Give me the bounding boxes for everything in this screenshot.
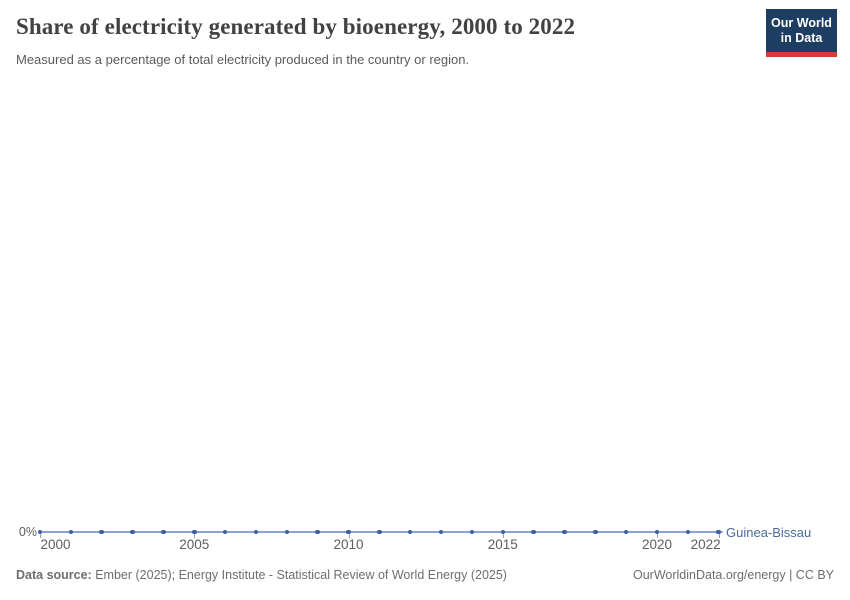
owid-logo-line1: Our World — [771, 15, 832, 30]
data-point[interactable] — [130, 529, 135, 535]
chart-footer: Data source: Ember (2025); Energy Instit… — [16, 568, 834, 582]
x-axis-tick — [502, 534, 504, 538]
data-point[interactable] — [716, 529, 721, 535]
x-axis-label: 2015 — [487, 537, 518, 552]
x-axis-label: 2020 — [641, 537, 673, 552]
series-label-guinea-bissau[interactable]: Guinea-Bissau — [726, 525, 812, 540]
data-point[interactable] — [161, 529, 166, 535]
data-point[interactable] — [377, 529, 382, 535]
data-point[interactable] — [68, 529, 74, 535]
data-point[interactable] — [346, 529, 351, 535]
data-point[interactable] — [500, 529, 505, 535]
owid-logo-line2: in Data — [780, 30, 823, 45]
data-source-label: Data source: — [16, 568, 92, 582]
data-point[interactable] — [623, 529, 629, 535]
data-point[interactable] — [407, 529, 413, 535]
data-point[interactable] — [469, 529, 475, 535]
data-point[interactable] — [531, 529, 536, 535]
data-point[interactable] — [438, 529, 444, 535]
x-axis-label: 2005 — [179, 537, 210, 552]
data-point[interactable] — [284, 529, 290, 535]
data-point[interactable] — [37, 529, 43, 535]
data-point[interactable] — [654, 529, 660, 535]
data-point[interactable] — [685, 529, 691, 535]
x-axis-tick — [40, 534, 41, 538]
x-axis-label: 2010 — [333, 537, 364, 552]
chart-title: Share of electricity generated by bioene… — [16, 14, 576, 39]
data-point[interactable] — [99, 529, 104, 535]
data-source-note: Data source: Ember (2025); Energy Instit… — [16, 568, 507, 582]
x-axis-tick — [657, 534, 658, 538]
footer-attribution[interactable]: OurWorldinData.org/energy | CC BY — [632, 568, 834, 582]
data-source-text: Ember (2025); Energy Institute - Statist… — [91, 568, 507, 582]
x-axis-tick — [194, 534, 196, 538]
x-axis-label: 2022 — [690, 537, 721, 552]
x-axis-label: 2000 — [40, 537, 71, 552]
data-point[interactable] — [562, 529, 567, 535]
data-point[interactable] — [253, 529, 259, 535]
data-point[interactable] — [222, 529, 228, 535]
x-axis-tick — [718, 534, 720, 538]
data-point[interactable] — [315, 529, 320, 535]
data-point[interactable] — [593, 529, 598, 535]
y-axis-tick-label: 0% — [18, 525, 37, 539]
owid-logo: Our World in Data — [766, 9, 837, 57]
x-axis-tick — [348, 534, 350, 538]
chart-subtitle: Measured as a percentage of total electr… — [16, 52, 470, 67]
data-point[interactable] — [192, 529, 197, 535]
